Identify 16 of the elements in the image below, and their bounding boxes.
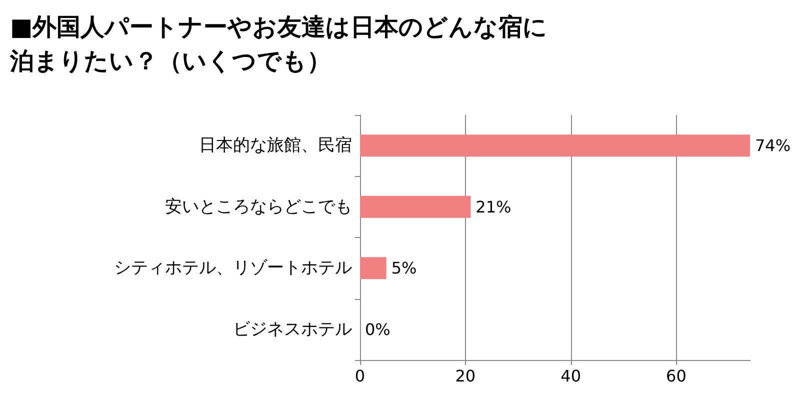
x-tick-label: 60 bbox=[666, 366, 686, 386]
y-tick-label: ビジネスホテル bbox=[233, 319, 352, 340]
x-tick-label: 0 bbox=[354, 366, 366, 386]
data-label: 74% bbox=[755, 136, 791, 156]
data-label: 5% bbox=[391, 258, 417, 278]
x-tick-label: 20 bbox=[455, 366, 476, 386]
data-label: 0% bbox=[365, 320, 390, 339]
x-tick-label: 40 bbox=[560, 366, 581, 386]
bar bbox=[360, 257, 386, 280]
y-tick-label: 日本的な旅館、民宿 bbox=[199, 136, 352, 156]
y-tick-label: シティホテル、リゾートホテル bbox=[114, 258, 352, 278]
chart-title: ■外国人パートナーやお友達は日本のどんな宿に泊まりたい？（いくつでも） bbox=[9, 13, 548, 75]
y-tick-label: 安いところならどこでも bbox=[165, 196, 352, 217]
data-label: 21% bbox=[476, 197, 512, 216]
bar bbox=[360, 134, 750, 157]
bar bbox=[360, 196, 471, 218]
